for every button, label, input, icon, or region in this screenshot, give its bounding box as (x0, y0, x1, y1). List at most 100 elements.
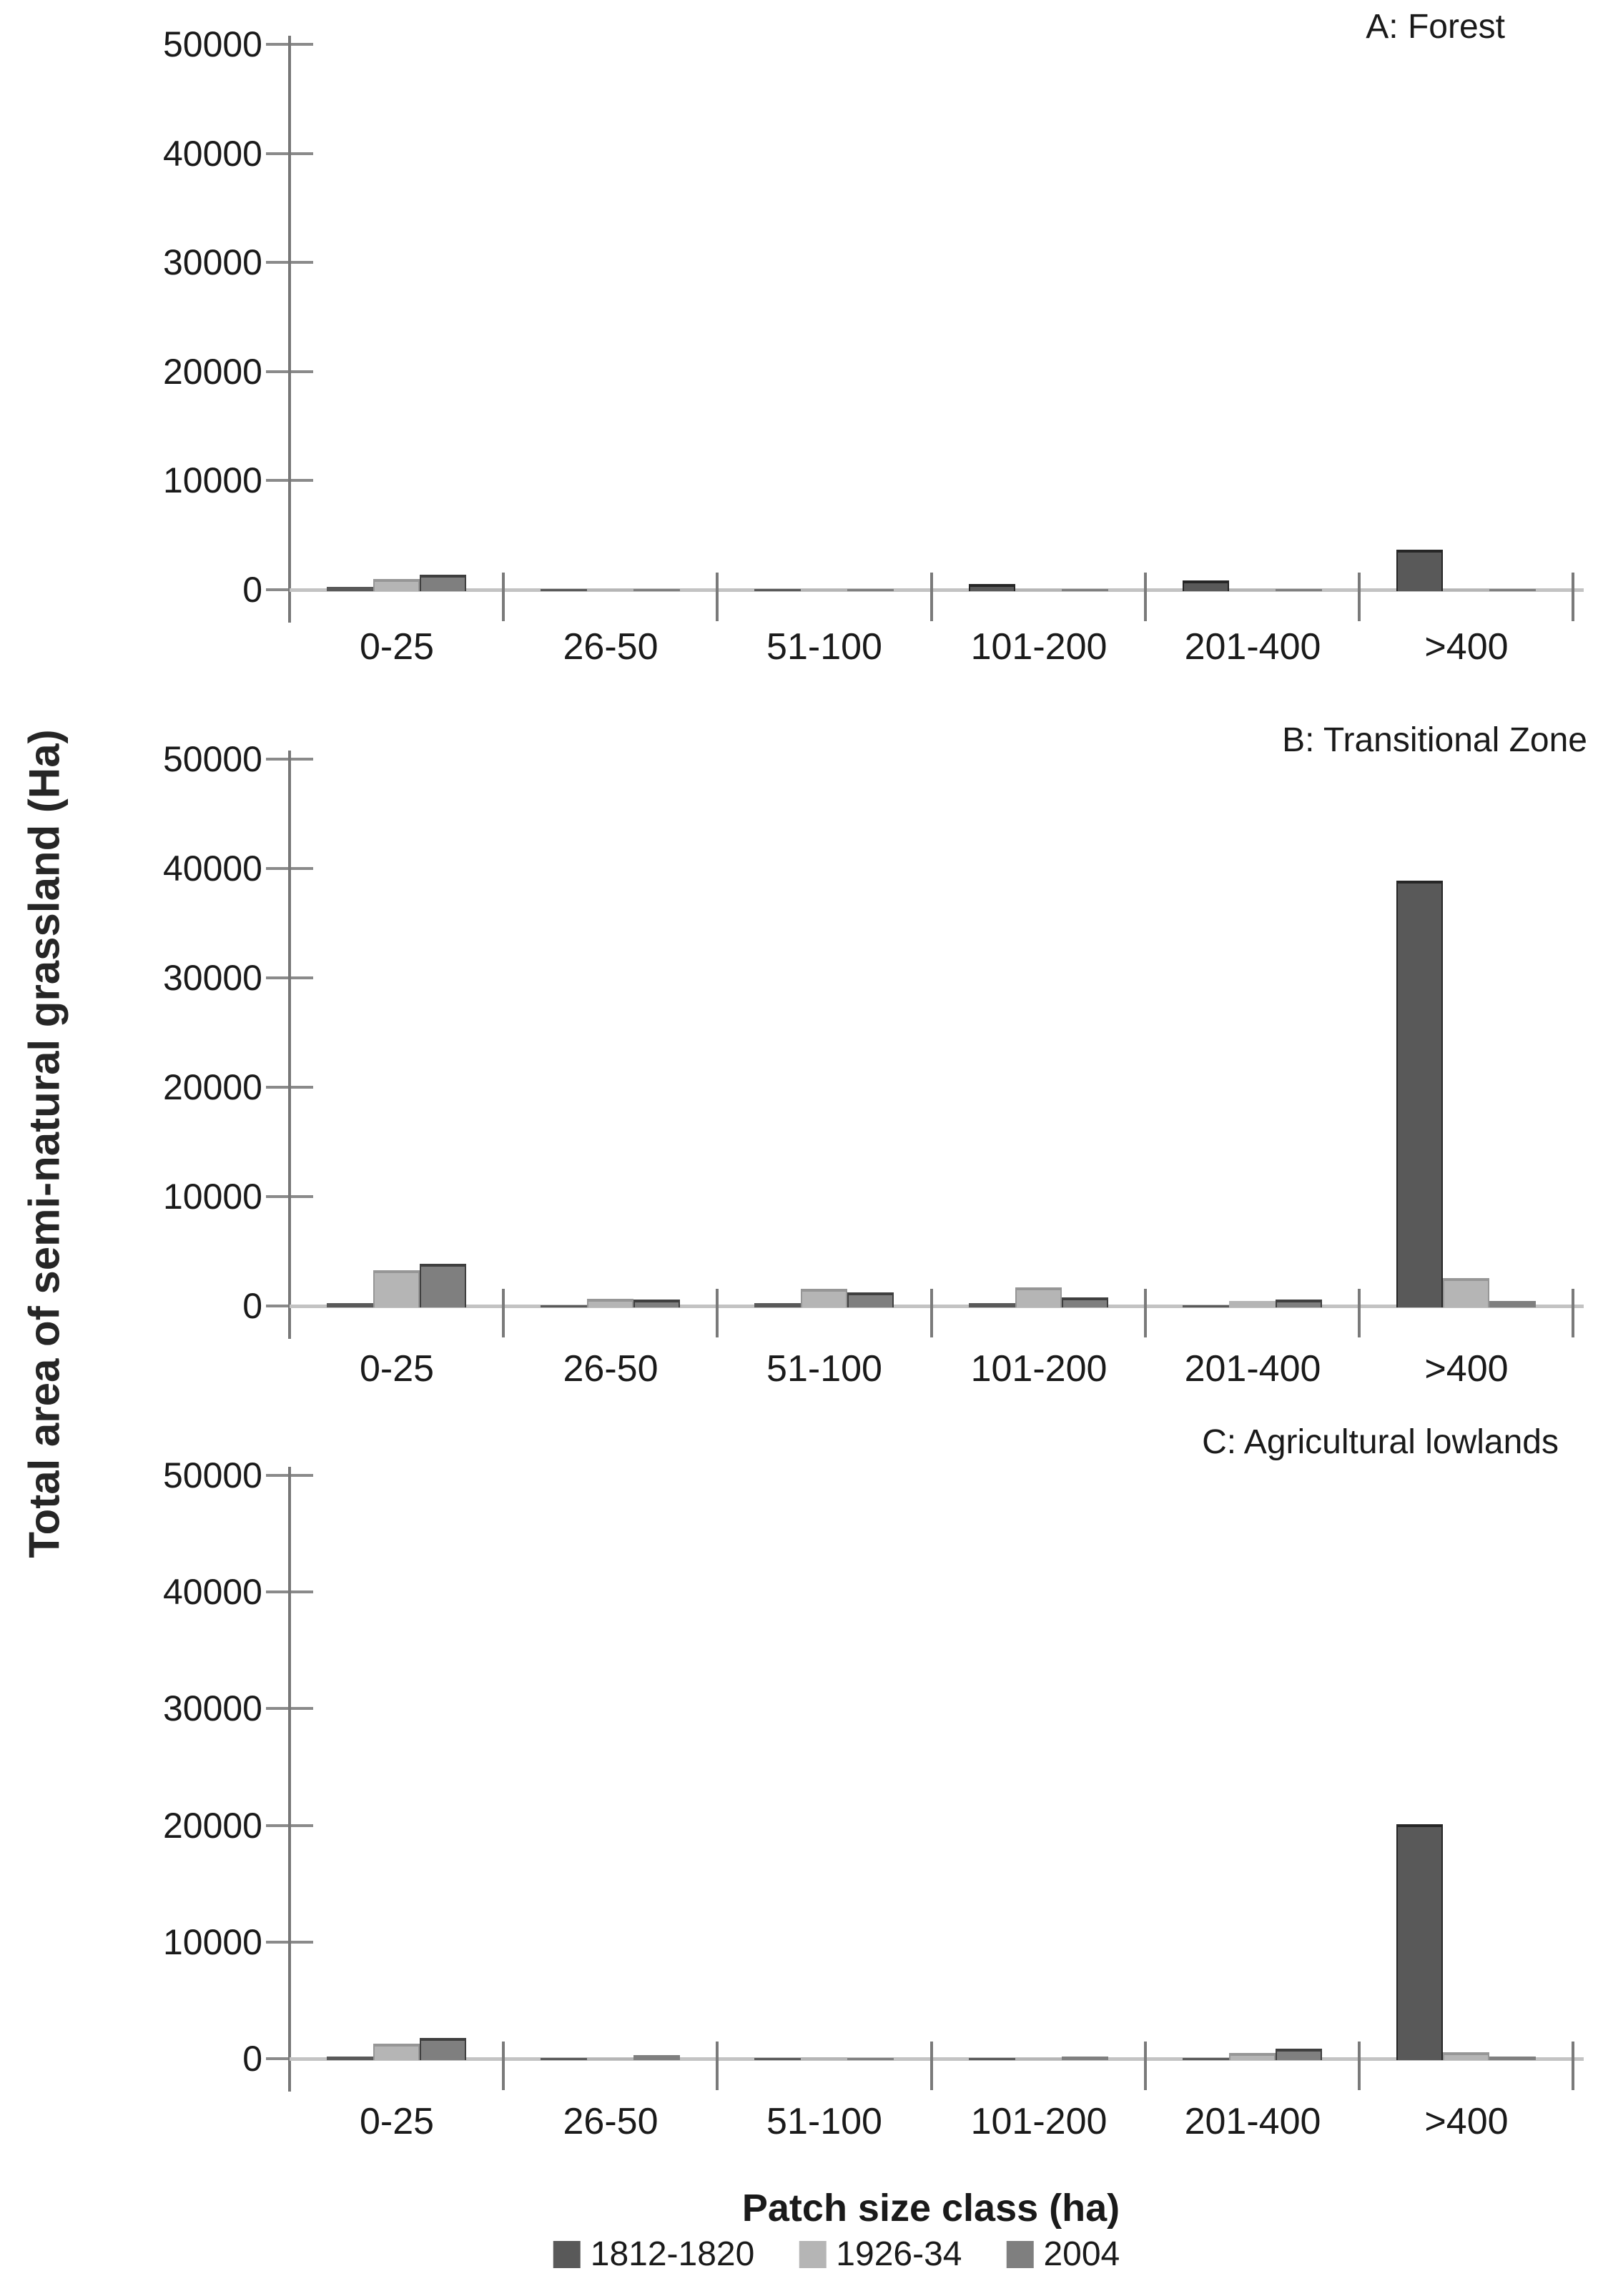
bar-1926-34-0-25 (373, 2044, 420, 2060)
x-category-label: 101-200 (970, 2101, 1108, 2142)
category-separator-tick (1358, 1289, 1361, 1337)
x-category-label: 51-100 (766, 626, 882, 668)
bar-1926-34-51-100 (801, 589, 847, 591)
legend-swatch-1812-1820 (553, 2240, 581, 2268)
bar-1926-34-51-100 (801, 2057, 847, 2060)
legend-swatch-2004 (1006, 2240, 1034, 2268)
bar-1812-1820-51-100 (754, 589, 801, 591)
y-tick-label: 30000 (162, 242, 262, 283)
y-tick-label: 20000 (162, 1067, 262, 1107)
bar-1812-1820-26-50 (541, 2058, 587, 2060)
bar-2004-51-100 (847, 1292, 894, 1307)
bar-1926-34->400 (1443, 2052, 1489, 2060)
bar-1926-34-101-200 (1015, 589, 1062, 591)
bar-2004-26-50 (633, 1300, 680, 1307)
bar-1812-1820-201-400 (1183, 580, 1229, 591)
category-separator-tick (930, 2042, 933, 2090)
bar-1926-34-0-25 (373, 579, 420, 591)
category-separator-tick (1572, 1289, 1574, 1337)
category-separator-tick (1572, 2042, 1574, 2090)
category-separator-tick (1144, 573, 1147, 621)
legend-swatch-1926-34 (799, 2240, 827, 2268)
bar-1812-1820->400 (1396, 550, 1443, 591)
bar-1812-1820->400 (1396, 1824, 1443, 2060)
category-separator-tick (502, 573, 505, 621)
bar-1812-1820-201-400 (1183, 1305, 1229, 1307)
category-separator-tick (1358, 2042, 1361, 2090)
bar-1812-1820-26-50 (541, 589, 587, 591)
x-category-label: 26-50 (563, 2101, 659, 2142)
category-separator-tick (502, 1289, 505, 1337)
y-tick-label: 50000 (162, 739, 262, 779)
legend-label: 1926-34 (836, 2235, 962, 2273)
legend-label: 2004 (1043, 2235, 1120, 2273)
x-axis-line (290, 1305, 1584, 1308)
x-category-label: 0-25 (359, 626, 435, 668)
bar-2004-101-200 (1062, 1297, 1108, 1307)
category-separator-tick (1358, 573, 1361, 621)
bar-1812-1820-101-200 (969, 584, 1015, 591)
y-tick-label: 0 (242, 2039, 262, 2079)
x-axis-title: Patch size class (ha) (741, 2187, 1120, 2230)
category-separator-tick (716, 2042, 719, 2090)
bar-2004->400 (1489, 589, 1536, 591)
bar-1926-34-0-25 (373, 1270, 420, 1307)
bar-1926-34-101-200 (1015, 1287, 1062, 1307)
y-tick-label: 10000 (162, 460, 262, 501)
bar-1812-1820-51-100 (754, 2058, 801, 2060)
bar-2004-51-100 (847, 589, 894, 591)
bar-2004-51-100 (847, 2058, 894, 2060)
x-category-label: 51-100 (766, 2101, 882, 2142)
category-separator-tick (502, 2042, 505, 2090)
y-axis-line (288, 1467, 291, 2092)
x-category-label: 0-25 (359, 1348, 435, 1390)
bar-2004->400 (1489, 1301, 1536, 1307)
category-separator-tick (1144, 2042, 1147, 2090)
bar-1812-1820-201-400 (1183, 2058, 1229, 2060)
y-tick-label: 50000 (162, 1455, 262, 1495)
bar-1812-1820-51-100 (754, 1303, 801, 1307)
x-category-label: 201-400 (1184, 2101, 1321, 2142)
x-axis-line (290, 588, 1584, 592)
legend: 1812-1820 1926-34 2004 (553, 2235, 1120, 2274)
category-separator-tick (716, 573, 719, 621)
y-tick-label: 40000 (162, 133, 262, 174)
x-axis-line (290, 2057, 1584, 2061)
bar-1812-1820-26-50 (541, 1305, 587, 1307)
y-axis-line (288, 36, 291, 623)
bar-1926-34-26-50 (587, 589, 633, 591)
x-category-label: 201-400 (1184, 626, 1321, 668)
bar-2004-201-400 (1276, 2049, 1322, 2060)
y-tick-label: 0 (242, 1286, 262, 1326)
y-tick-label: 50000 (162, 24, 262, 64)
bar-1926-34-201-400 (1229, 2053, 1276, 2060)
x-category-label: 26-50 (563, 1348, 659, 1390)
bar-1926-34->400 (1443, 589, 1489, 591)
legend-item-1812-1820: 1812-1820 (553, 2235, 754, 2274)
y-tick-label: 30000 (162, 958, 262, 998)
y-tick-label: 40000 (162, 1572, 262, 1613)
panel-b-title: B: Transitional Zone (1282, 721, 1587, 759)
bar-2004-201-400 (1276, 589, 1322, 591)
bar-1926-34->400 (1443, 1278, 1489, 1307)
panel-a-title: A: Forest (1366, 8, 1505, 46)
category-separator-tick (1144, 1289, 1147, 1337)
bar-1926-34-51-100 (801, 1289, 847, 1307)
bar-1812-1820-101-200 (969, 2058, 1015, 2060)
bar-2004-0-25 (420, 575, 466, 591)
x-category-label: 0-25 (359, 2101, 435, 2142)
bar-1812-1820-0-25 (327, 1303, 373, 1307)
category-separator-tick (930, 1289, 933, 1337)
x-category-label: 101-200 (970, 1348, 1108, 1390)
bar-2004-26-50 (633, 589, 680, 591)
x-category-label: >400 (1424, 2101, 1509, 2142)
y-axis-title: Total area of semi-natural grassland (Ha… (20, 729, 69, 1558)
bar-2004->400 (1489, 2057, 1536, 2060)
bar-2004-201-400 (1276, 1300, 1322, 1307)
category-separator-tick (716, 1289, 719, 1337)
x-category-label: >400 (1424, 626, 1509, 668)
y-tick-label: 20000 (162, 351, 262, 392)
legend-item-1926-34: 1926-34 (799, 2235, 962, 2274)
y-tick-label: 0 (242, 570, 262, 610)
